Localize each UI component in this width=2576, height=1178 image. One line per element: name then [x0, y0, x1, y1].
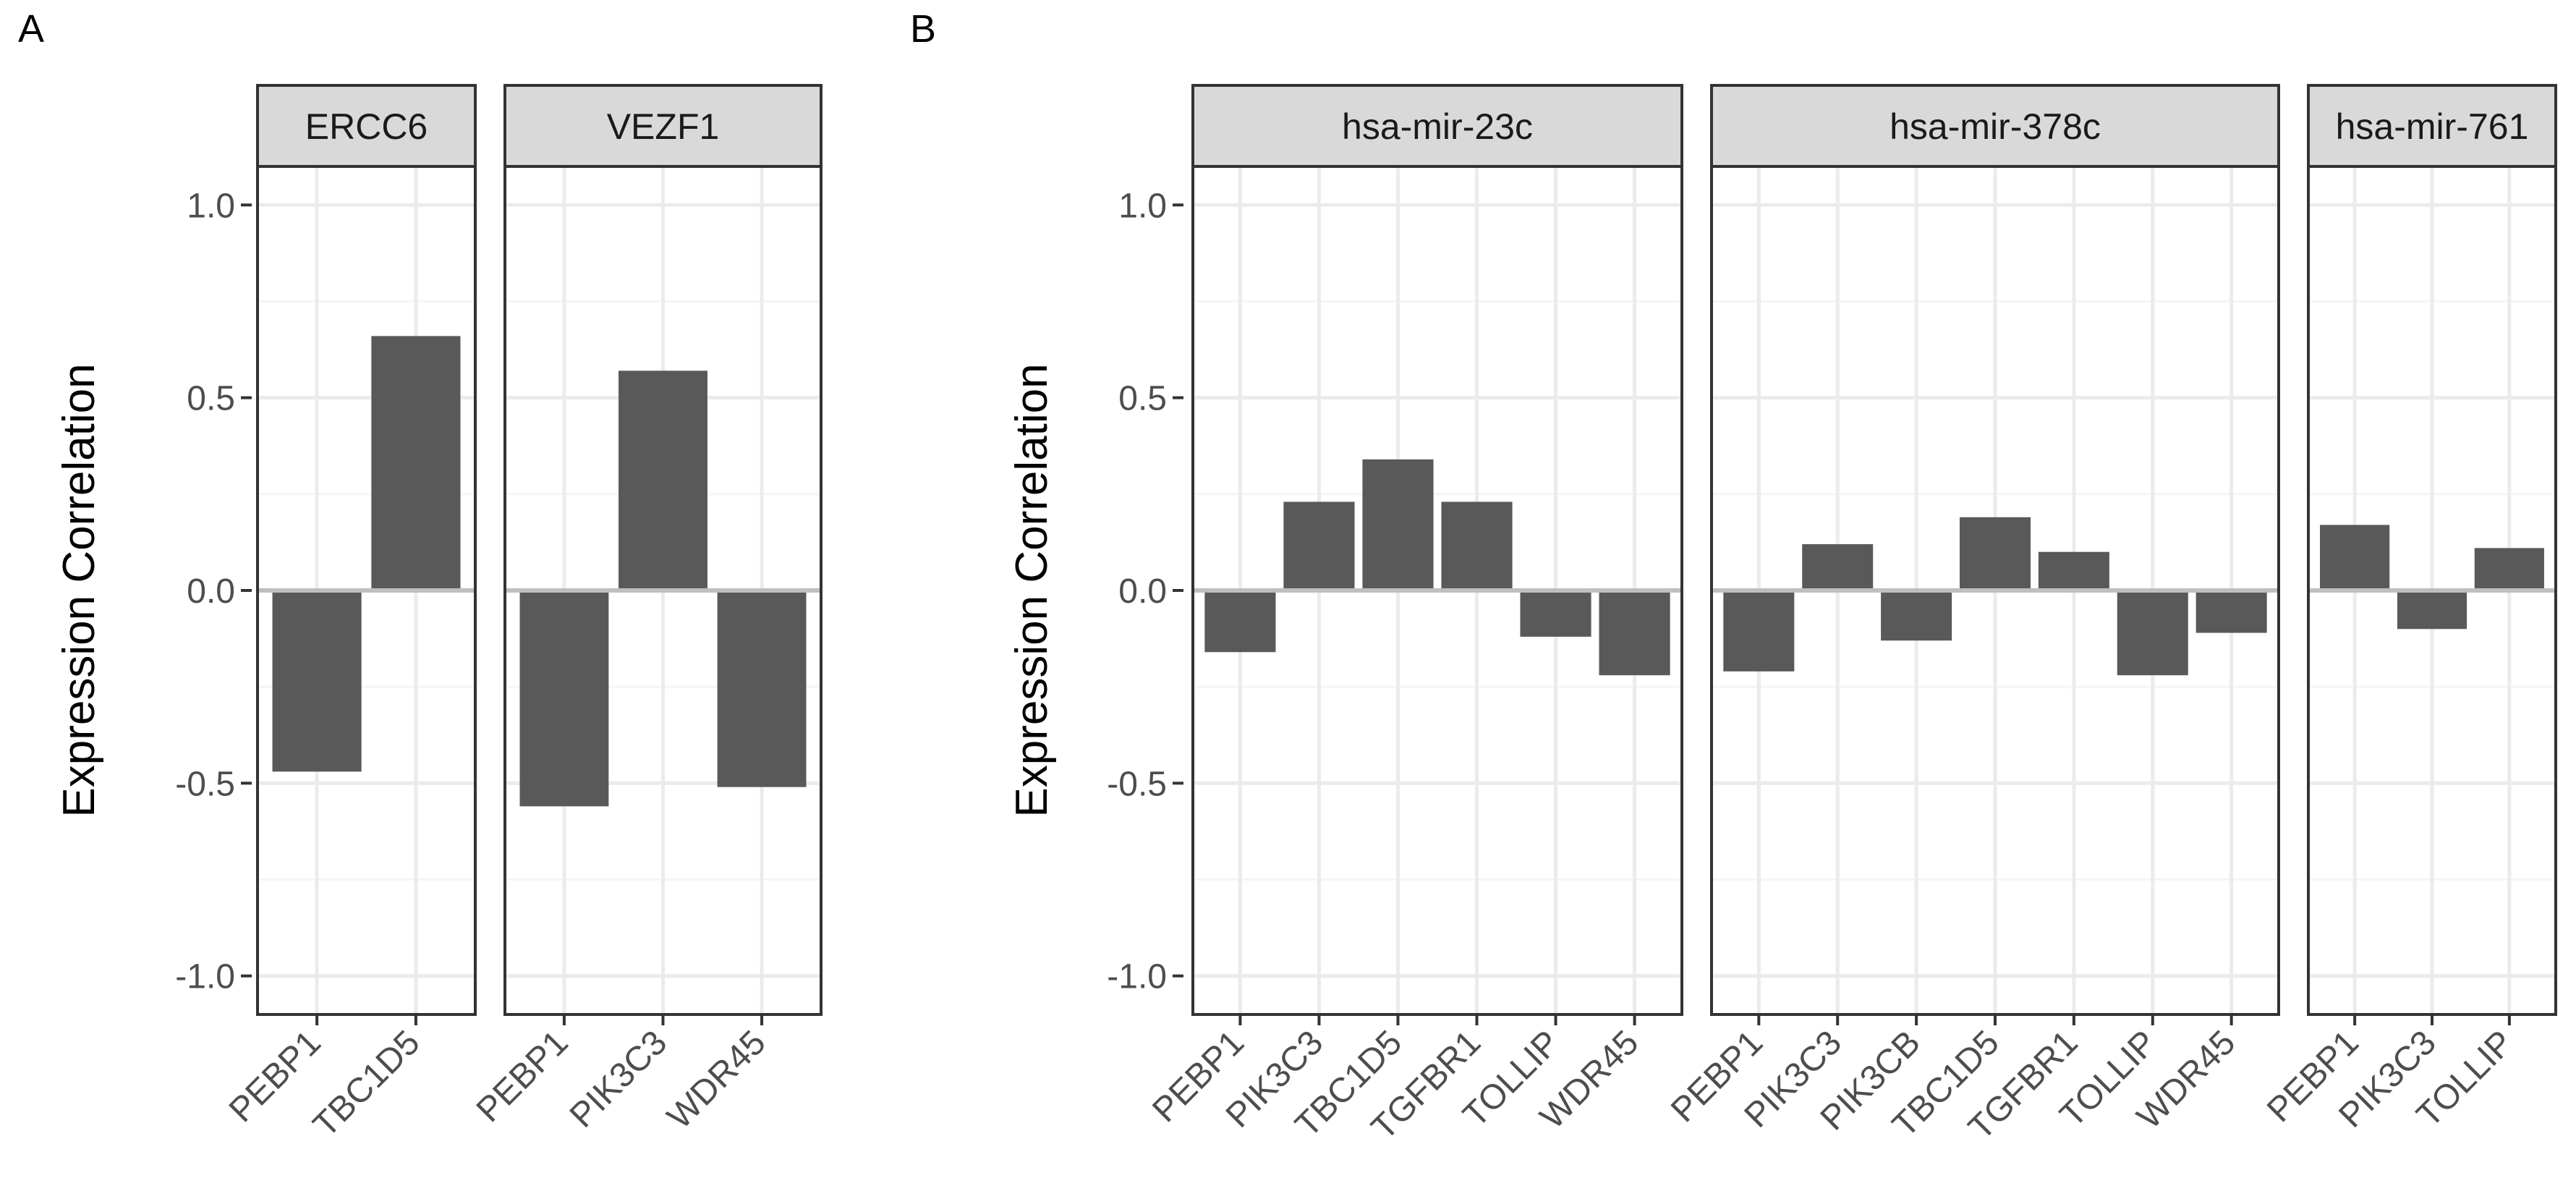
bar-tollip: [2474, 548, 2544, 590]
y-tick-label: 0.0: [187, 572, 235, 611]
facet-strip: [503, 84, 822, 168]
facet-strip: [1191, 84, 1683, 168]
y-tick-label: -1.0: [175, 958, 235, 996]
y-tick-label: -0.5: [1107, 765, 1167, 803]
x-tick-label: TBC1D5: [306, 1023, 428, 1145]
bar-pebp1: [2320, 525, 2390, 590]
facet-strip: [2307, 84, 2557, 168]
bar-tbc1d5: [1362, 459, 1434, 590]
facet-strip: [256, 84, 477, 168]
panel-A: A Expression Correlation -1.0 -0.5 0.0 0.5 1.0…: [18, 7, 822, 1145]
facet-strip-label: VEZF1: [607, 106, 720, 147]
bar-tollip: [2117, 590, 2188, 676]
bar-pik3c3: [1802, 544, 1874, 590]
facet-strip-label: hsa-mir-23c: [1342, 106, 1533, 147]
bar-wdr45: [2195, 590, 2267, 633]
bar-pebp1: [1723, 590, 1795, 671]
y-axis-title: Expression Correlation: [54, 363, 104, 817]
bar-pik3cb: [1881, 590, 1952, 641]
x-tick-label: WDR45: [660, 1023, 773, 1136]
bar-pebp1: [1204, 590, 1276, 653]
bar-wdr45: [1599, 590, 1670, 676]
y-tick-label: 1.0: [187, 187, 235, 225]
bar-tollip: [1520, 590, 1591, 637]
y-axis-title: Expression Correlation: [1007, 363, 1057, 817]
y-tick-label: 0.5: [187, 380, 235, 418]
facet-strip: [1710, 84, 2280, 168]
x-tick-label: PEBP1: [469, 1023, 576, 1130]
facet-hsa-mir-23c: hsa-mir-23cPEBP1PIK3C3TBC1D5TGFBR1TOLLIP…: [1145, 84, 1683, 1148]
panel-B: B Expression Correlation -1.0 -0.5 0.0 0.5 1.0…: [910, 7, 2557, 1148]
bar-tgfbr1: [1441, 501, 1513, 590]
facet-strip-label: hsa-mir-378c: [1890, 106, 2101, 147]
panel-tag-label: A: [18, 7, 44, 51]
x-tick-label: PIK3C3: [563, 1023, 674, 1135]
panel-tag-label: B: [910, 7, 936, 51]
bar-pik3c3: [1283, 501, 1355, 590]
bar-tgfbr1: [2038, 551, 2109, 590]
bar-pik3c3: [619, 370, 707, 590]
facet-strip-label: hsa-mir-761: [2336, 106, 2529, 147]
y-tick-label: 1.0: [1118, 187, 1167, 225]
bar-tbc1d5: [1960, 517, 2031, 590]
bar-tbc1d5: [371, 336, 461, 590]
bar-pik3c3: [2397, 590, 2467, 630]
bar-wdr45: [717, 590, 807, 787]
facet-strip-label: ERCC6: [305, 106, 428, 147]
y-tick-label: 0.0: [1118, 572, 1167, 611]
bar-pebp1: [272, 590, 362, 772]
y-tick-label: 0.5: [1118, 380, 1167, 418]
bar-pebp1: [519, 590, 609, 807]
facet-hsa-mir-378c: hsa-mir-378cPEBP1PIK3C3PIK3CBTBC1D5TGFBR…: [1664, 84, 2280, 1148]
y-tick-label: -1.0: [1107, 958, 1167, 996]
y-tick-label: -0.5: [175, 765, 235, 803]
